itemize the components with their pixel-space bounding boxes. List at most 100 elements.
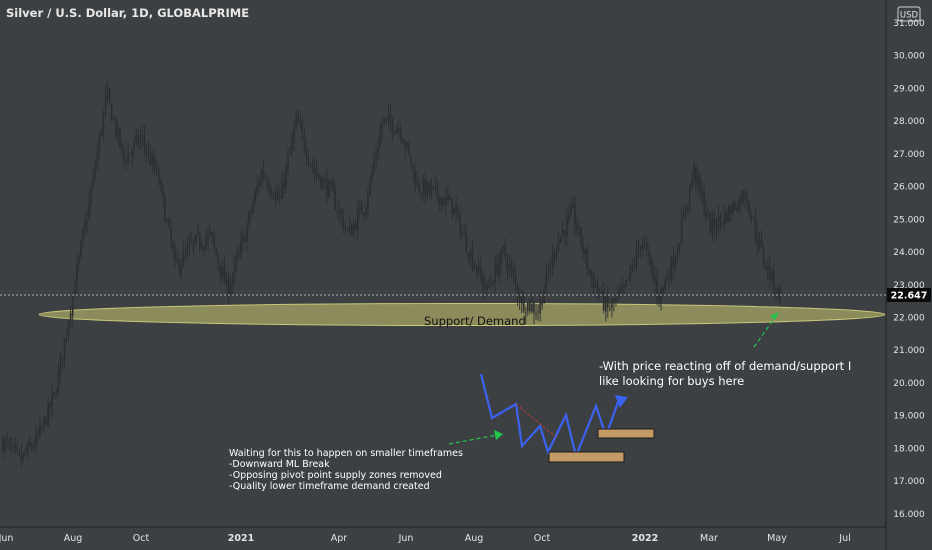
currency-label: USD	[900, 11, 919, 21]
candle	[43, 415, 45, 434]
candle	[578, 221, 580, 235]
last-price-label: 22.647	[891, 291, 928, 302]
candle	[223, 256, 226, 283]
candle	[256, 175, 259, 199]
candle	[576, 215, 578, 236]
candle	[303, 128, 306, 154]
candle	[342, 208, 345, 234]
x-tick-label: 2022	[632, 533, 658, 544]
candle	[399, 122, 402, 145]
candle	[319, 175, 322, 191]
candle	[723, 204, 726, 232]
candle	[639, 245, 642, 258]
x-tick-label: Jul	[838, 533, 850, 544]
candle	[750, 209, 753, 226]
candle	[422, 173, 425, 202]
candle	[584, 247, 587, 264]
candle	[16, 441, 19, 455]
candle	[623, 283, 625, 295]
candle	[242, 226, 244, 251]
candle	[475, 264, 478, 279]
candle	[670, 255, 673, 284]
candle	[315, 159, 318, 182]
candle	[295, 109, 297, 131]
candle	[293, 120, 295, 152]
support-demand-zone	[38, 303, 886, 326]
candle	[90, 182, 92, 210]
chart-title: Silver / U.S. Dollar, 1D, GLOBALPRIME	[6, 6, 249, 20]
candle	[764, 262, 767, 271]
candle	[647, 245, 650, 266]
candle	[574, 195, 576, 235]
candle	[393, 131, 396, 137]
candle	[662, 286, 664, 296]
candle	[14, 437, 17, 455]
candle	[467, 253, 470, 264]
candle	[53, 392, 56, 399]
candle	[404, 139, 406, 159]
candle	[102, 110, 105, 142]
green-arrow-to-support	[753, 312, 779, 348]
demand-box-upper	[597, 428, 655, 439]
candle	[373, 151, 375, 174]
candle	[80, 239, 82, 261]
candle	[518, 286, 521, 310]
candle	[76, 253, 78, 299]
candle	[721, 221, 724, 228]
candle	[176, 249, 179, 264]
candle	[248, 209, 250, 231]
candle	[78, 252, 80, 274]
candle	[260, 168, 263, 187]
candle	[633, 257, 636, 272]
candle	[680, 209, 683, 245]
currency-badge[interactable]: USD	[897, 6, 921, 22]
y-tick-label: 23.000	[893, 281, 925, 291]
candle	[545, 262, 548, 295]
candle	[563, 230, 566, 246]
candle	[701, 181, 703, 205]
x-tick-label: Apr	[331, 533, 348, 544]
candle	[729, 202, 732, 222]
candle	[738, 195, 740, 213]
candle	[194, 234, 197, 246]
candle	[510, 257, 513, 278]
candle	[215, 246, 218, 256]
candle	[28, 435, 31, 448]
candle	[149, 143, 152, 167]
candle	[32, 439, 35, 450]
y-tick-label: 26.000	[893, 183, 925, 193]
candle	[438, 196, 441, 212]
candle	[6, 431, 8, 449]
y-tick-label: 20.000	[893, 379, 925, 389]
candle	[492, 280, 494, 285]
candle	[654, 266, 656, 293]
candle	[707, 208, 710, 219]
candle	[86, 209, 88, 235]
candle	[383, 117, 386, 127]
candle	[625, 279, 628, 288]
candle	[51, 384, 54, 417]
candle	[541, 299, 543, 311]
candle	[465, 222, 468, 255]
candle	[643, 234, 646, 250]
candle	[434, 176, 437, 195]
candle	[664, 275, 666, 295]
candle	[363, 211, 365, 222]
candle	[459, 209, 461, 242]
candle	[691, 173, 693, 191]
candle	[309, 162, 312, 168]
candle	[92, 167, 95, 189]
candle	[131, 147, 133, 166]
candle	[522, 290, 525, 314]
candle	[713, 211, 716, 238]
candles	[2, 81, 781, 468]
candle	[697, 168, 699, 192]
candle	[703, 183, 705, 218]
candle	[69, 305, 72, 329]
candle	[153, 148, 156, 177]
candle	[744, 187, 746, 208]
candle	[174, 243, 177, 267]
candle	[196, 222, 199, 238]
